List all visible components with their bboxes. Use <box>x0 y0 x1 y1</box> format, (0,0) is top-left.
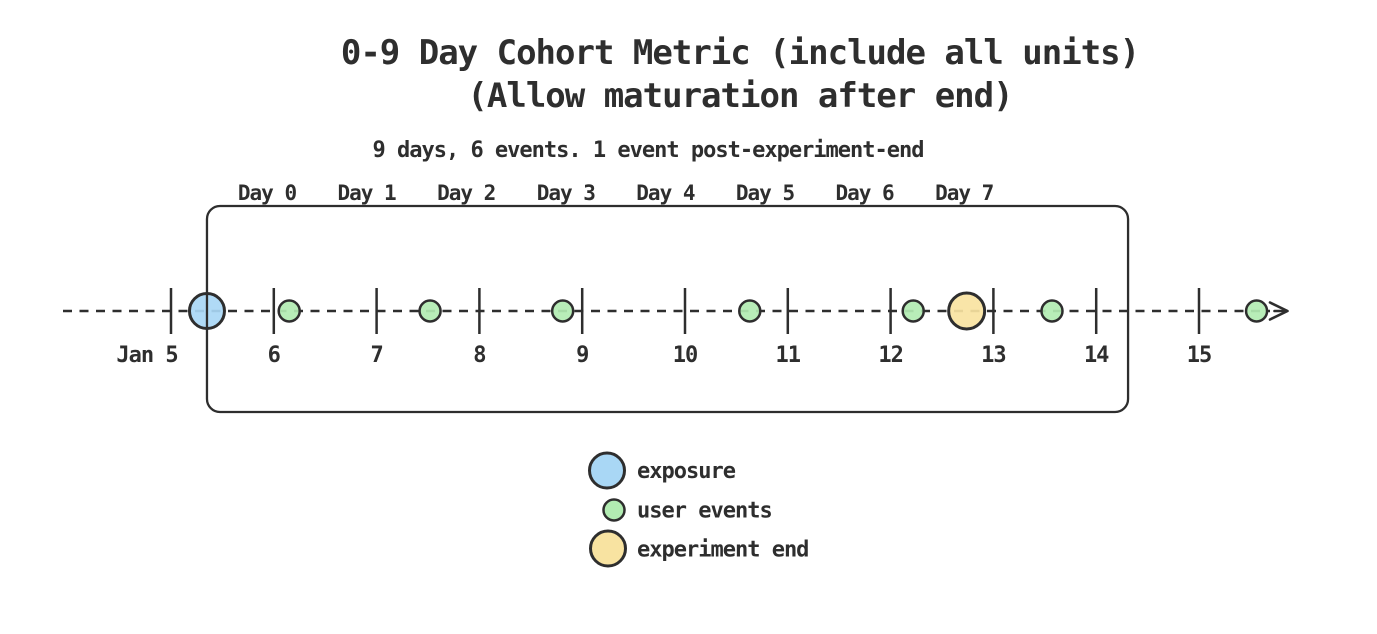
legend-experiment-end-label: experiment end <box>637 538 808 563</box>
axis-tick-label: Jan 5 <box>116 343 177 368</box>
day-label: Day 3 <box>537 181 596 205</box>
day-label: Day 0 <box>238 181 297 205</box>
experiment-end-dot <box>947 291 987 331</box>
day-label: Day 2 <box>437 181 495 205</box>
arrowhead-icon <box>1268 301 1289 321</box>
diagram-title-line1: 0-9 Day Cohort Metric (include all units… <box>341 33 1139 73</box>
axis-tick-label: 11 <box>776 343 801 368</box>
user-event-dot <box>1244 299 1269 323</box>
user-event-dot <box>418 299 442 323</box>
axis-tick-label: 6 <box>268 343 281 368</box>
legend-experiment-end-dot <box>589 529 627 568</box>
user-event-dot <box>901 299 925 323</box>
axis-tick-label: 10 <box>673 343 698 368</box>
axis-tick-label: 15 <box>1187 343 1212 368</box>
day-label: Day 5 <box>736 181 795 205</box>
axis-tick-label: 12 <box>878 343 903 368</box>
axis-tick-label: 7 <box>370 343 382 368</box>
legend-exposure-label: exposure <box>637 459 736 484</box>
timeline-axis <box>63 301 1289 321</box>
user-event-dot <box>1040 299 1064 323</box>
diagram-subtitle: 9 days, 6 events. 1 event post-experimen… <box>372 138 923 163</box>
day-label: Day 6 <box>835 181 894 205</box>
legend-exposure-dot <box>588 451 626 490</box>
header: 0-9 Day Cohort Metric (include all units… <box>341 33 1140 163</box>
day-label: Day 4 <box>636 181 695 205</box>
axis-ticks <box>169 288 1201 334</box>
axis-tick-label: 9 <box>576 343 588 368</box>
axis-tick-label: 8 <box>473 343 485 368</box>
timeline-markers <box>187 291 1269 331</box>
axis-tick-labels: Jan 5 6 7 8 9 10 11 12 13 14 15 <box>116 343 1212 368</box>
diagram-title-line2: (Allow maturation after end) <box>467 76 1012 116</box>
legend: exposure user events experiment end <box>588 451 809 568</box>
user-event-dot <box>550 299 575 323</box>
user-event-dot <box>277 299 301 323</box>
axis-tick-label: 13 <box>981 343 1006 368</box>
day-label: Day 1 <box>337 181 396 205</box>
day-labels: Day 0 Day 1 Day 2 Day 3 Day 4 Day 5 Day 6 Day 7 <box>238 181 995 205</box>
axis-tick-label: 14 <box>1084 343 1109 368</box>
measurement-window-box <box>205 204 1130 414</box>
user-event-dot <box>738 299 762 323</box>
legend-user-events-dot <box>602 498 626 522</box>
legend-user-events-label: user events <box>637 499 772 524</box>
day-label: Day 7 <box>935 181 994 205</box>
measurement-window <box>205 204 1130 414</box>
